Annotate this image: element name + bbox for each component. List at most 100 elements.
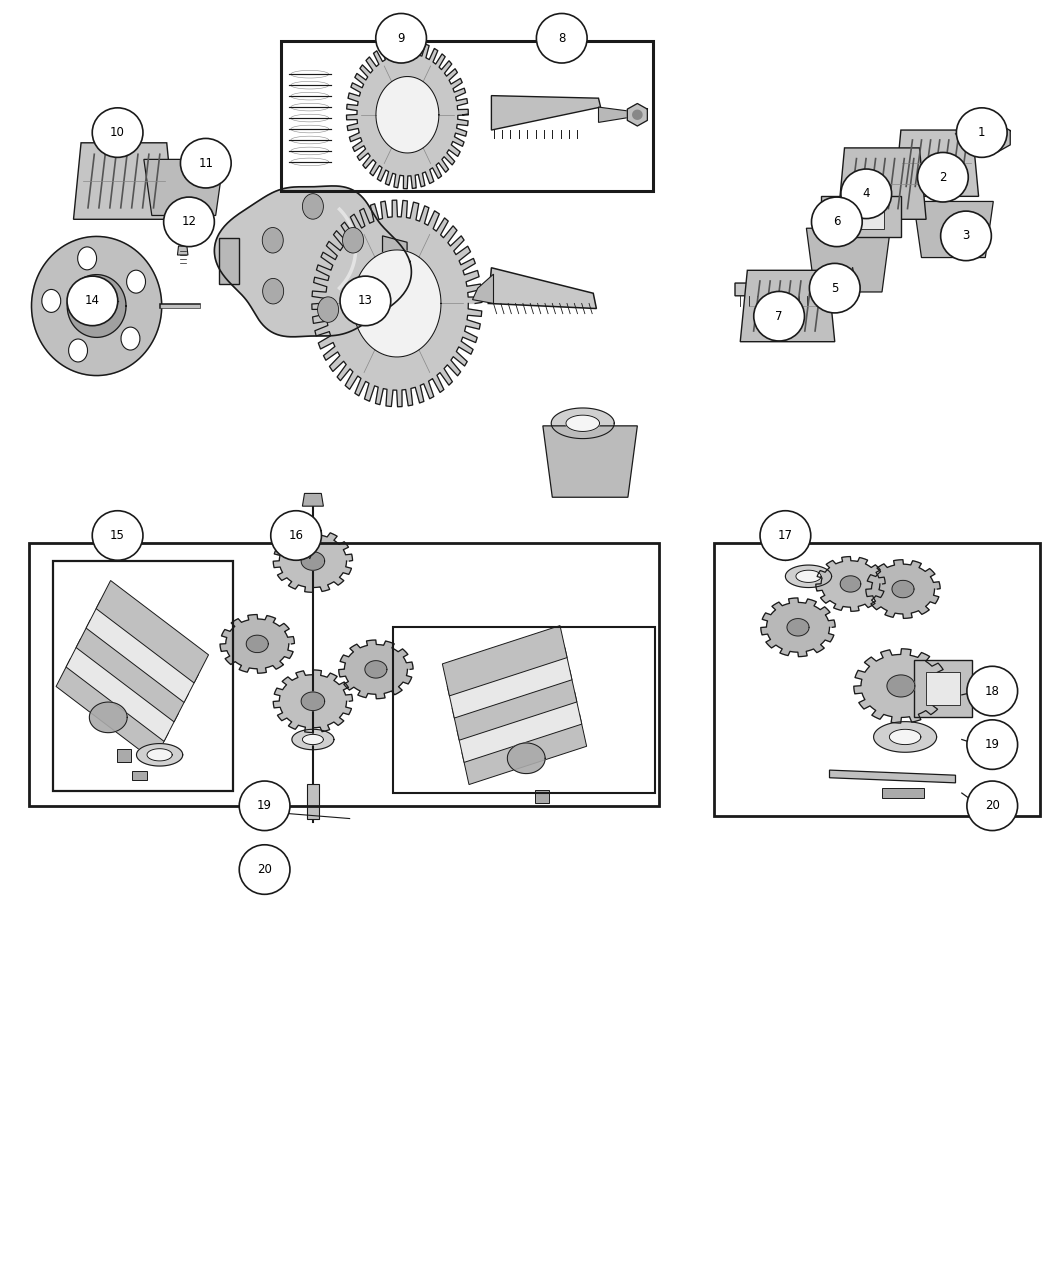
- Polygon shape: [365, 660, 386, 678]
- Polygon shape: [453, 669, 576, 741]
- Polygon shape: [889, 729, 921, 745]
- Text: 17: 17: [778, 529, 793, 542]
- Polygon shape: [136, 743, 183, 766]
- Polygon shape: [220, 615, 294, 673]
- Text: 8: 8: [558, 32, 566, 45]
- Text: 2: 2: [939, 171, 947, 184]
- Ellipse shape: [92, 511, 143, 560]
- Polygon shape: [543, 426, 637, 497]
- Polygon shape: [376, 76, 439, 153]
- Polygon shape: [892, 580, 914, 598]
- Ellipse shape: [967, 667, 1017, 715]
- Ellipse shape: [941, 212, 991, 260]
- Ellipse shape: [967, 720, 1017, 769]
- Polygon shape: [926, 672, 960, 705]
- Polygon shape: [551, 408, 614, 439]
- Ellipse shape: [812, 198, 862, 246]
- Polygon shape: [339, 640, 413, 699]
- Polygon shape: [214, 186, 412, 337]
- Text: 9: 9: [397, 32, 405, 45]
- Polygon shape: [874, 722, 937, 752]
- Text: 20: 20: [257, 863, 272, 876]
- Polygon shape: [854, 649, 948, 723]
- Circle shape: [78, 247, 97, 270]
- Ellipse shape: [967, 782, 1017, 830]
- Text: 19: 19: [257, 799, 272, 812]
- Polygon shape: [472, 274, 493, 303]
- Polygon shape: [32, 236, 162, 376]
- Ellipse shape: [67, 277, 118, 325]
- Polygon shape: [353, 250, 441, 357]
- Polygon shape: [144, 159, 224, 215]
- Polygon shape: [74, 143, 174, 219]
- Ellipse shape: [340, 277, 391, 325]
- Polygon shape: [307, 784, 319, 819]
- Polygon shape: [816, 557, 885, 611]
- Ellipse shape: [957, 108, 1007, 157]
- Polygon shape: [302, 493, 323, 506]
- Ellipse shape: [376, 14, 426, 62]
- Text: 1: 1: [978, 126, 986, 139]
- Circle shape: [302, 194, 323, 219]
- Ellipse shape: [810, 264, 860, 312]
- Polygon shape: [67, 274, 126, 338]
- Polygon shape: [89, 703, 127, 733]
- Polygon shape: [382, 236, 407, 287]
- Text: 7: 7: [775, 310, 783, 323]
- Polygon shape: [301, 692, 324, 710]
- Circle shape: [262, 227, 284, 252]
- Polygon shape: [806, 228, 890, 292]
- Polygon shape: [301, 552, 324, 570]
- Polygon shape: [882, 788, 924, 798]
- Polygon shape: [462, 714, 587, 784]
- Polygon shape: [914, 660, 972, 717]
- Polygon shape: [147, 748, 172, 761]
- Polygon shape: [273, 529, 353, 593]
- Polygon shape: [740, 270, 835, 342]
- Text: 12: 12: [182, 215, 196, 228]
- Circle shape: [127, 270, 146, 293]
- Polygon shape: [507, 743, 545, 774]
- Ellipse shape: [181, 139, 231, 187]
- Polygon shape: [566, 416, 600, 431]
- Ellipse shape: [760, 511, 811, 560]
- Polygon shape: [761, 598, 835, 657]
- Text: 6: 6: [833, 215, 841, 228]
- Circle shape: [42, 289, 61, 312]
- Ellipse shape: [918, 153, 968, 201]
- Polygon shape: [534, 790, 549, 803]
- Polygon shape: [866, 560, 940, 618]
- Circle shape: [317, 297, 338, 323]
- Ellipse shape: [239, 845, 290, 894]
- Polygon shape: [488, 268, 596, 309]
- Polygon shape: [442, 626, 567, 696]
- Polygon shape: [218, 238, 239, 284]
- Polygon shape: [821, 196, 901, 237]
- Polygon shape: [346, 41, 468, 189]
- Text: 5: 5: [831, 282, 839, 295]
- Ellipse shape: [92, 108, 143, 157]
- Polygon shape: [785, 565, 832, 588]
- Polygon shape: [991, 133, 1004, 143]
- Polygon shape: [735, 283, 861, 296]
- Polygon shape: [302, 734, 323, 745]
- Text: 14: 14: [85, 295, 100, 307]
- Polygon shape: [796, 570, 821, 583]
- Polygon shape: [86, 601, 198, 703]
- Polygon shape: [491, 96, 601, 130]
- Ellipse shape: [239, 782, 290, 830]
- Text: 18: 18: [985, 685, 1000, 697]
- Polygon shape: [633, 110, 642, 120]
- Polygon shape: [273, 669, 353, 733]
- Circle shape: [68, 339, 87, 362]
- Polygon shape: [895, 130, 979, 196]
- Polygon shape: [840, 576, 861, 592]
- Text: 10: 10: [110, 126, 125, 139]
- Polygon shape: [177, 246, 188, 255]
- Text: 16: 16: [289, 529, 303, 542]
- Ellipse shape: [754, 292, 804, 340]
- Circle shape: [342, 227, 363, 252]
- Polygon shape: [887, 674, 915, 697]
- Text: 20: 20: [985, 799, 1000, 812]
- Polygon shape: [97, 580, 209, 683]
